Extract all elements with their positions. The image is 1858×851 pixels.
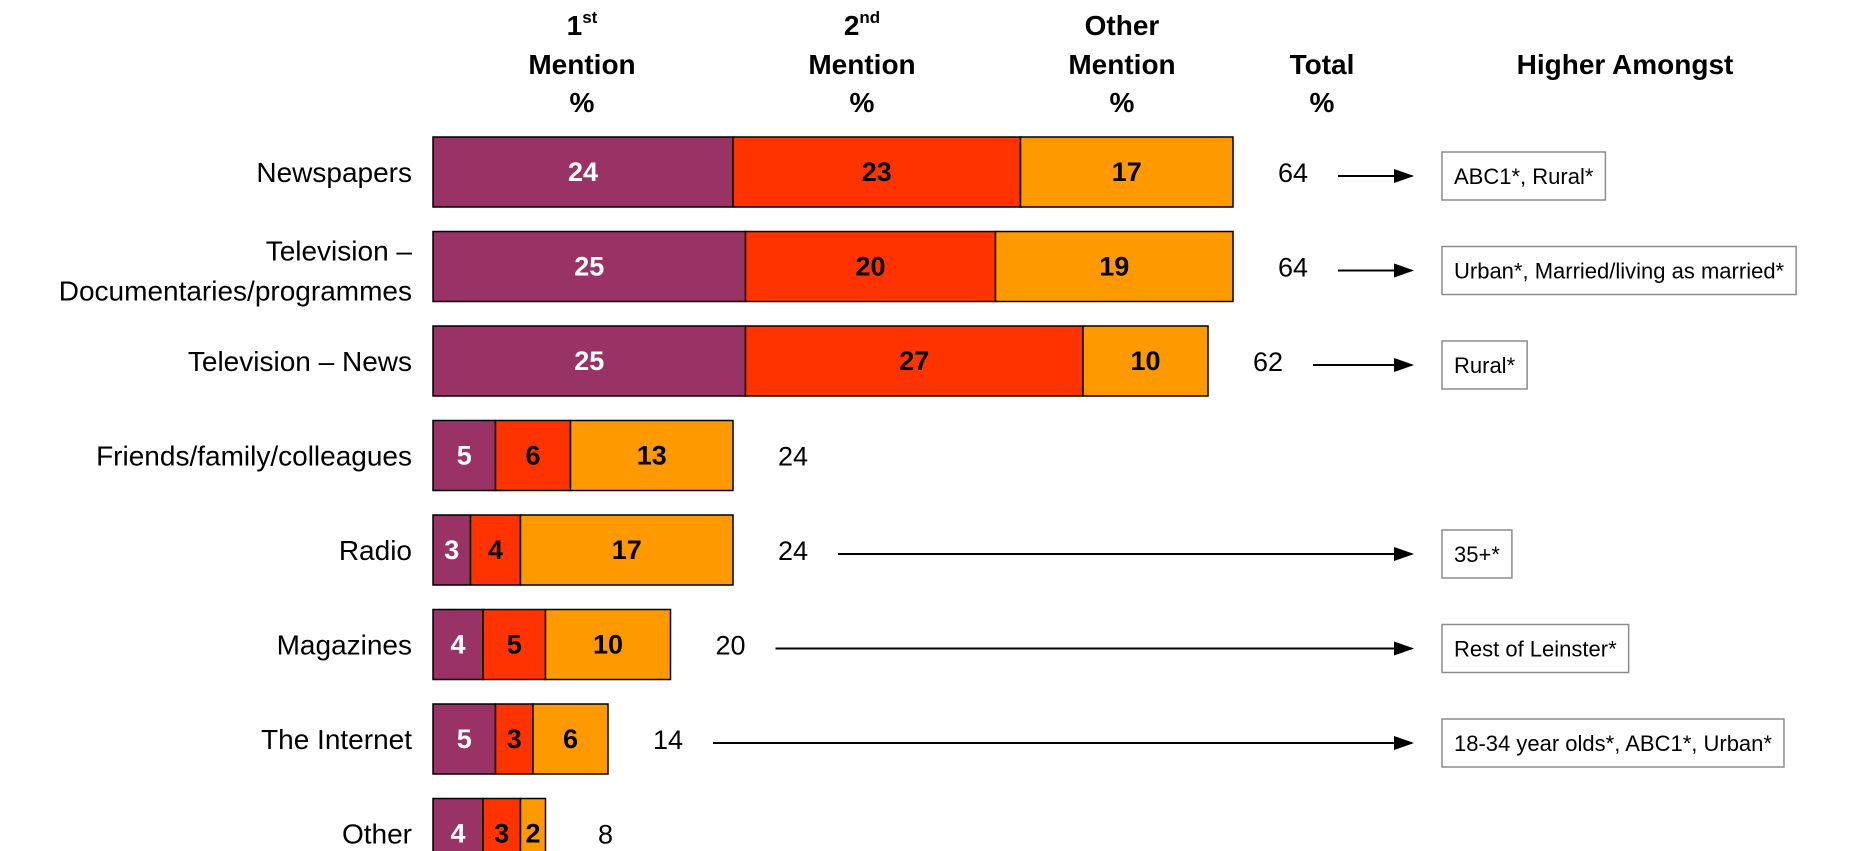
higher-amongst-box [1441,245,1797,296]
data-label-second-mention: 20 [855,252,885,282]
data-label-first-mention: 25 [574,346,604,376]
total-value: 20 [715,631,745,661]
bar-segment-first-mention [432,608,484,681]
bar-segment-other-mention [532,703,609,775]
data-label-first-mention: 4 [450,630,465,660]
bar-segment-other-mention [519,797,547,851]
category-label: Other [342,819,412,850]
data-label-other-mention: 10 [1130,346,1160,376]
bar-segment-other-mention [519,514,734,586]
data-label-first-mention: 5 [457,441,472,471]
column-headers: 1st Mention % 2nd Mention % Other Mentio… [528,8,1733,118]
header-other-mention-unit: % [1110,87,1135,118]
category-label: Radio [339,535,412,566]
header-first-mention: 1st [567,8,598,41]
bar-segment-other-mention [994,230,1234,303]
bar-segment-second-mention [494,703,534,775]
higher-amongst-text: Rest of Leinster* [1454,637,1617,662]
category-label: Newspapers [256,157,412,188]
category-label: Friends/family/colleagues [96,441,412,472]
higher-amongst-text: 35+* [1454,542,1500,567]
bar-row-radio: Radio 3 4 17 24 35+* [339,514,1513,586]
total-value: 64 [1278,253,1308,283]
bar-row-other: Other 4 3 2 8 [342,797,613,851]
data-label-other-mention: 6 [563,724,578,754]
header-second-mention: 2nd [844,8,880,41]
data-label-second-mention: 6 [525,441,540,471]
higher-amongst-box [1441,718,1785,768]
bar-segment-first-mention [432,136,734,208]
header-higher-amongst: Higher Amongst [1517,49,1734,80]
data-label-first-mention: 4 [450,819,465,849]
higher-amongst-text: Rural* [1454,353,1516,378]
data-label-second-mention: 4 [488,535,503,565]
data-label-other-mention: 13 [637,441,667,471]
bar-row-newspapers: Newspapers 24 23 17 64 ABC1*, Rural* [256,136,1607,208]
data-label-other-mention: 2 [525,819,540,849]
bar-row-television-documentaries-programmes: Television – Documentaries/programmes 25 20… [59,230,1797,307]
data-label-other-mention: 10 [593,630,623,660]
data-label-second-mention: 3 [507,724,522,754]
bar-segment-first-mention [432,797,484,851]
higher-amongst-box [1441,623,1630,674]
bar-segment-other-mention [1019,136,1234,208]
higher-amongst-text: ABC1*, Rural* [1454,164,1594,189]
bar-segment-other-mention [544,608,672,681]
data-label-first-mention: 25 [574,252,604,282]
higher-amongst-text: 18-34 year olds*, ABC1*, Urban* [1454,731,1772,756]
bar-row-the-internet: The Internet 5 3 6 14 18-34 year olds*, ABC1*… [261,703,1785,775]
total-value: 64 [1278,158,1308,188]
data-label-second-mention: 5 [507,630,522,660]
bar-segment-other-mention [1082,325,1209,397]
bar-segment-other-mention [569,419,734,492]
bar-row-television-news: Television – News 25 27 10 62 Rural* [188,325,1528,397]
header-second-mention-unit: % [850,87,875,118]
higher-amongst-box [1441,151,1607,201]
bar-segment-first-mention [432,325,747,397]
data-label-other-mention: 17 [612,535,642,565]
header-total-unit: % [1310,87,1335,118]
bar-segment-first-mention [432,514,472,586]
category-label: Television – News [188,346,412,377]
bar-segment-first-mention [432,703,497,775]
data-label-second-mention: 27 [899,346,929,376]
bar-row-magazines: Magazines 4 5 10 20 Rest of Leinster* [277,608,1630,681]
category-label: The Internet [261,724,412,755]
header-second-mention-line2: Mention [808,49,915,80]
data-label-first-mention: 3 [444,535,459,565]
total-value: 14 [653,725,683,755]
data-label-other-mention: 17 [1112,157,1142,187]
bar-segment-second-mention [494,419,572,492]
bar-segment-second-mention [732,136,1022,208]
category-label: Television – Documentaries/programmes [59,236,413,307]
header-first-mention-unit: % [570,87,595,118]
total-value: 24 [778,442,808,472]
header-total: Total [1290,49,1355,80]
header-other-mention: Other [1085,10,1160,41]
header-other-mention-line2: Mention [1068,49,1175,80]
chart-rows: Newspapers 24 23 17 64 ABC1*, Rural*Televisio… [59,136,1797,851]
total-value: 8 [598,820,613,850]
bar-segment-first-mention [432,419,497,492]
data-label-first-mention: 5 [457,724,472,754]
higher-amongst-text: Urban*, Married/living as married* [1454,259,1785,284]
total-value: 62 [1253,347,1283,377]
higher-amongst-box [1441,340,1528,390]
data-label-second-mention: 3 [494,819,509,849]
data-label-other-mention: 19 [1099,252,1129,282]
bar-row-friends-family-colleagues: Friends/family/colleagues 5 6 13 24 [96,419,808,492]
header-first-mention-line2: Mention [528,49,635,80]
category-label: Magazines [277,630,412,661]
bar-segment-second-mention [744,230,997,303]
data-label-second-mention: 23 [862,157,892,187]
bar-segment-second-mention [482,797,522,851]
bar-segment-second-mention [469,514,522,586]
total-value: 24 [778,536,808,566]
data-label-first-mention: 24 [568,157,598,187]
bar-segment-second-mention [482,608,547,681]
bar-segment-second-mention [744,325,1084,397]
higher-amongst-box [1441,529,1513,579]
